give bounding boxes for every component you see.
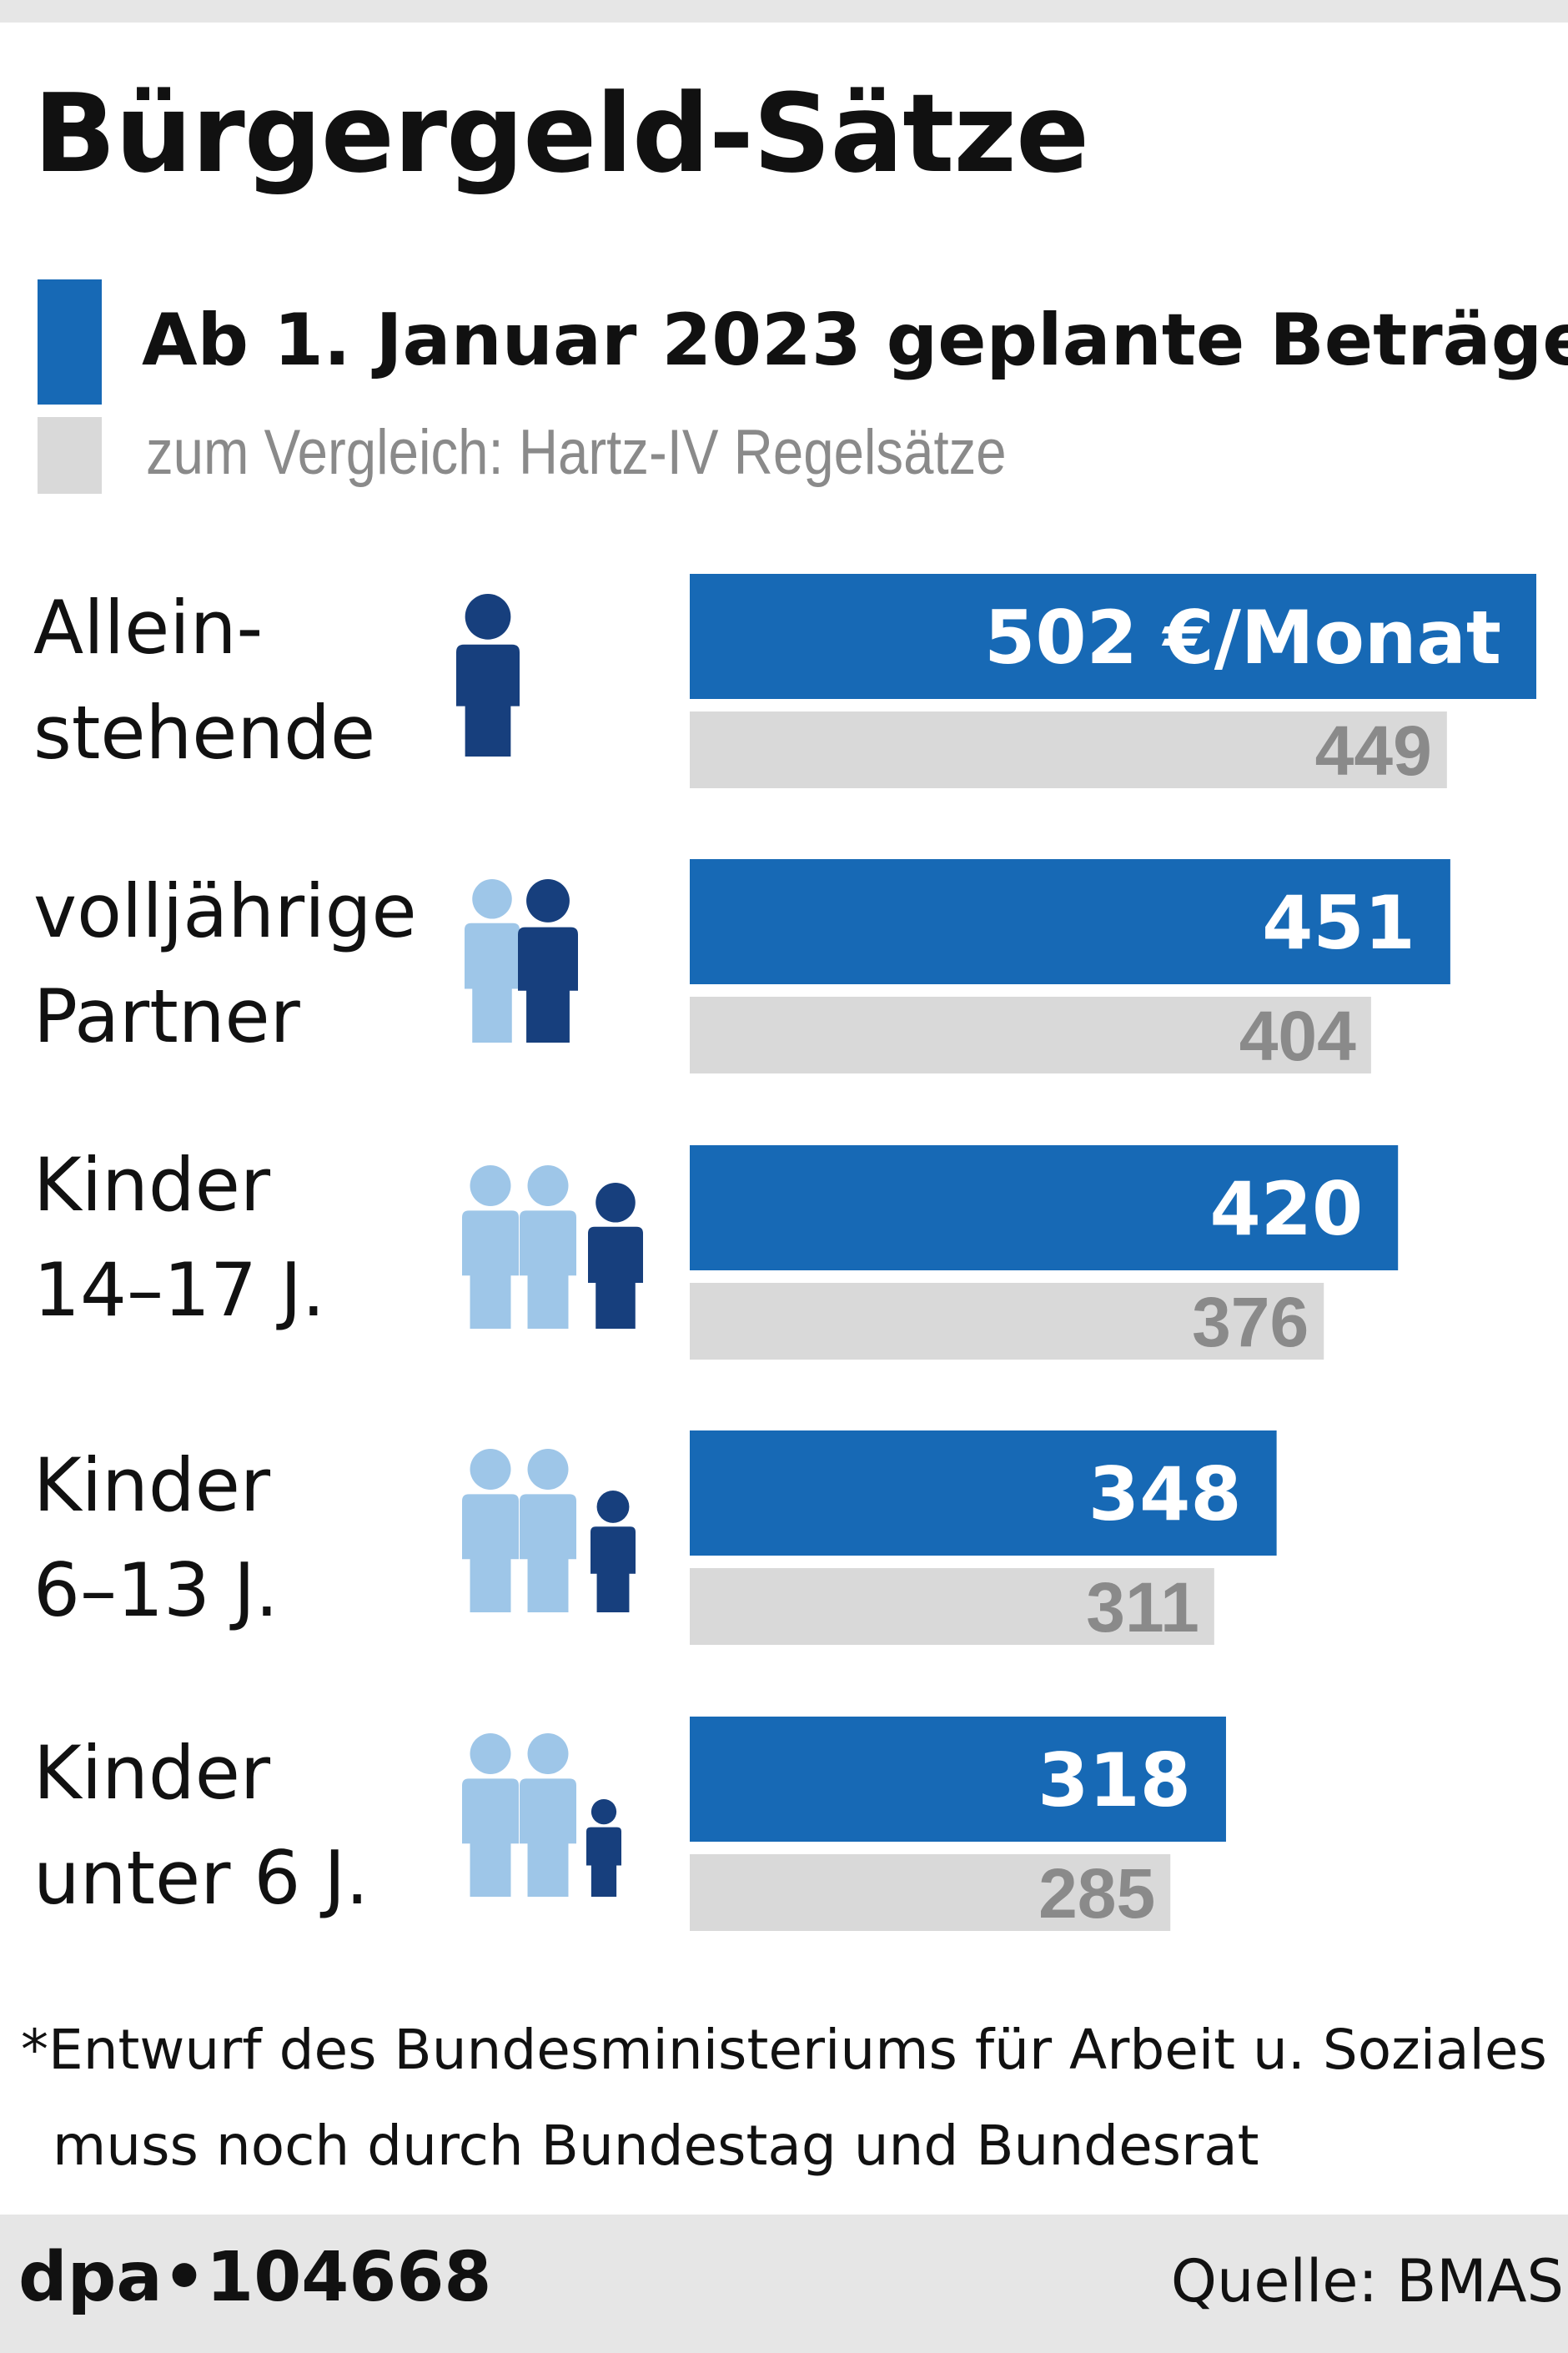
row-label-line1: Kinder bbox=[33, 1442, 271, 1528]
row-label-4: Kinder unter 6 J. bbox=[33, 1721, 369, 1931]
bar-old-0 bbox=[690, 711, 1447, 788]
bar-chart: 502 €/Monat 449 451 404 420 376 348 311 318 285 bbox=[456, 574, 1536, 1933]
small-child-icon-dark bbox=[586, 1799, 621, 1897]
bar-label-old-4: 285 bbox=[1038, 1854, 1155, 1933]
bar-new-3 bbox=[690, 1430, 1277, 1556]
footnote: *Entwurf des Bundesministeriums für Arbe… bbox=[21, 2002, 1568, 2194]
footnote-line2: muss noch durch Bundestag und Bundesrat bbox=[53, 2114, 1259, 2178]
bar-label-new-1: 451 bbox=[1262, 880, 1415, 966]
small-child-icon-light-2 bbox=[520, 1733, 576, 1897]
footnote-line1: *Entwurf des Bundesministeriums für Arbe… bbox=[21, 2018, 1547, 2082]
source: Quelle: BMAS bbox=[1170, 2247, 1564, 2315]
school-child-icon-light-2 bbox=[520, 1449, 576, 1612]
school-child-icon-dark bbox=[591, 1491, 636, 1612]
row-label-line2: stehende bbox=[33, 690, 376, 776]
bar-label-new-4: 318 bbox=[1038, 1737, 1191, 1823]
row-label-0: Allein- stehende bbox=[33, 576, 375, 786]
legend-swatch-old bbox=[38, 417, 102, 494]
legend-label-new: Ab 1. Januar 2023 geplante Beträge* bbox=[142, 299, 1568, 382]
teen-child-icon-dark bbox=[588, 1183, 643, 1329]
row-label-line2: Partner bbox=[33, 973, 300, 1059]
row-label-1: volljährige Partner bbox=[33, 859, 417, 1069]
row-label-3: Kinder 6–13 J. bbox=[33, 1433, 279, 1643]
row-label-line1: Kinder bbox=[33, 1730, 271, 1816]
bar-new-4 bbox=[690, 1717, 1226, 1842]
bar-label-new-2: 420 bbox=[1210, 1166, 1364, 1252]
bar-new-2 bbox=[690, 1145, 1399, 1270]
school-child-icon-light-1 bbox=[462, 1449, 519, 1612]
bar-old-4 bbox=[690, 1854, 1171, 1931]
teen-child-icon-light-2 bbox=[520, 1165, 576, 1329]
top-band bbox=[0, 0, 1568, 23]
row-label-line1: Kinder bbox=[33, 1142, 271, 1228]
legend-swatch-new bbox=[38, 279, 102, 405]
teen-child-icon-light-1 bbox=[462, 1165, 519, 1329]
row-label-2: Kinder 14–17 J. bbox=[33, 1133, 325, 1343]
single-adult-icon bbox=[456, 594, 520, 757]
bar-label-old-3: 311 bbox=[1086, 1568, 1199, 1647]
two-adults-icon-light bbox=[465, 879, 520, 1043]
row-label-line1: Allein- bbox=[33, 585, 264, 671]
bottom-band bbox=[0, 2215, 1568, 2353]
legend-label-old: zum Vergleich: Hartz-IV Regelsätze bbox=[146, 417, 1007, 488]
bar-new-1 bbox=[690, 859, 1450, 984]
bar-old-3 bbox=[690, 1568, 1214, 1645]
row-label-line2: 6–13 J. bbox=[33, 1547, 279, 1633]
row-label-line1: volljährige bbox=[33, 868, 417, 954]
bar-label-old-1: 404 bbox=[1239, 997, 1356, 1075]
credit: dpa•104668 bbox=[18, 2238, 492, 2317]
bar-label-new-3: 348 bbox=[1088, 1451, 1242, 1537]
chart-title: Bürgergeld-Sätze bbox=[33, 70, 1089, 197]
bar-label-new-0: 502 €/Monat bbox=[984, 595, 1501, 681]
row-label-line2: unter 6 J. bbox=[33, 1835, 369, 1921]
bar-new-0 bbox=[690, 574, 1536, 699]
row-label-line2: 14–17 J. bbox=[33, 1247, 325, 1333]
two-adults-icon-dark bbox=[518, 879, 578, 1043]
bar-old-1 bbox=[690, 997, 1371, 1073]
bar-old-2 bbox=[690, 1283, 1324, 1360]
bar-label-old-2: 376 bbox=[1192, 1283, 1309, 1361]
bar-label-old-0: 449 bbox=[1315, 711, 1432, 790]
small-child-icon-light-1 bbox=[462, 1733, 519, 1897]
